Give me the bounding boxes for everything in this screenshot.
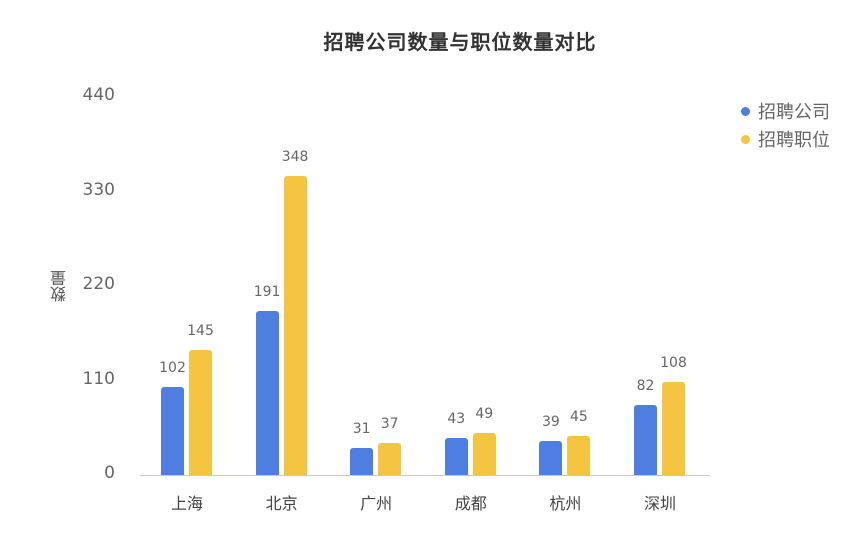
legend-item-positions[interactable]: 招聘职位	[741, 125, 830, 153]
bar-value-label: 45	[569, 409, 588, 426]
chart-title: 招聘公司数量与职位数量对比	[323, 30, 597, 54]
bar-value-label: 108	[660, 355, 687, 372]
bar-value-label: 37	[380, 416, 399, 433]
x-axis-line	[140, 475, 710, 476]
bar[interactable]	[255, 310, 279, 475]
bar-value-label: 102	[159, 360, 186, 377]
x-tick-label: 成都	[454, 494, 487, 513]
y-tick-label: 330	[82, 179, 115, 200]
bar-value-label: 191	[253, 283, 281, 300]
x-tick-label: 上海	[170, 494, 203, 513]
bar-value-label: 348	[281, 149, 309, 166]
y-tick-label: 440	[82, 85, 115, 105]
bar[interactable]	[189, 350, 212, 475]
legend-dot-icon	[741, 106, 750, 116]
bar[interactable]	[634, 404, 657, 475]
legend-item-companies[interactable]: 招聘公司	[741, 97, 830, 125]
y-tick-label: 220	[82, 274, 115, 294]
legend-label: 招聘职位	[758, 130, 830, 151]
bar-value-label: 39	[541, 414, 560, 431]
bar-value-label: 31	[352, 421, 371, 438]
bar-value-label: 145	[187, 323, 214, 340]
bar[interactable]	[662, 382, 685, 475]
bar[interactable]	[444, 438, 468, 475]
y-tick-label: 110	[82, 368, 115, 389]
bar-value-label: 82	[636, 377, 655, 394]
legend: 招聘公司 招聘职位	[741, 97, 830, 153]
bar-value-label: 49	[475, 405, 494, 422]
x-tick-label: 北京	[265, 494, 298, 513]
bar[interactable]	[161, 387, 184, 475]
bar[interactable]	[539, 441, 563, 475]
legend-dot-icon	[741, 134, 750, 144]
x-tick-label: 杭州	[549, 494, 582, 513]
bar-value-label: 43	[447, 411, 466, 428]
x-tick-label: 深圳	[643, 494, 676, 513]
legend-label: 招聘公司	[758, 102, 830, 123]
y-tick-label: 0	[104, 463, 115, 483]
bar[interactable]	[350, 448, 374, 475]
bar[interactable]	[472, 432, 496, 475]
bar[interactable]	[283, 176, 307, 475]
bar[interactable]	[378, 443, 402, 475]
x-tick-label: 广州	[360, 494, 393, 513]
bar[interactable]	[567, 436, 591, 475]
